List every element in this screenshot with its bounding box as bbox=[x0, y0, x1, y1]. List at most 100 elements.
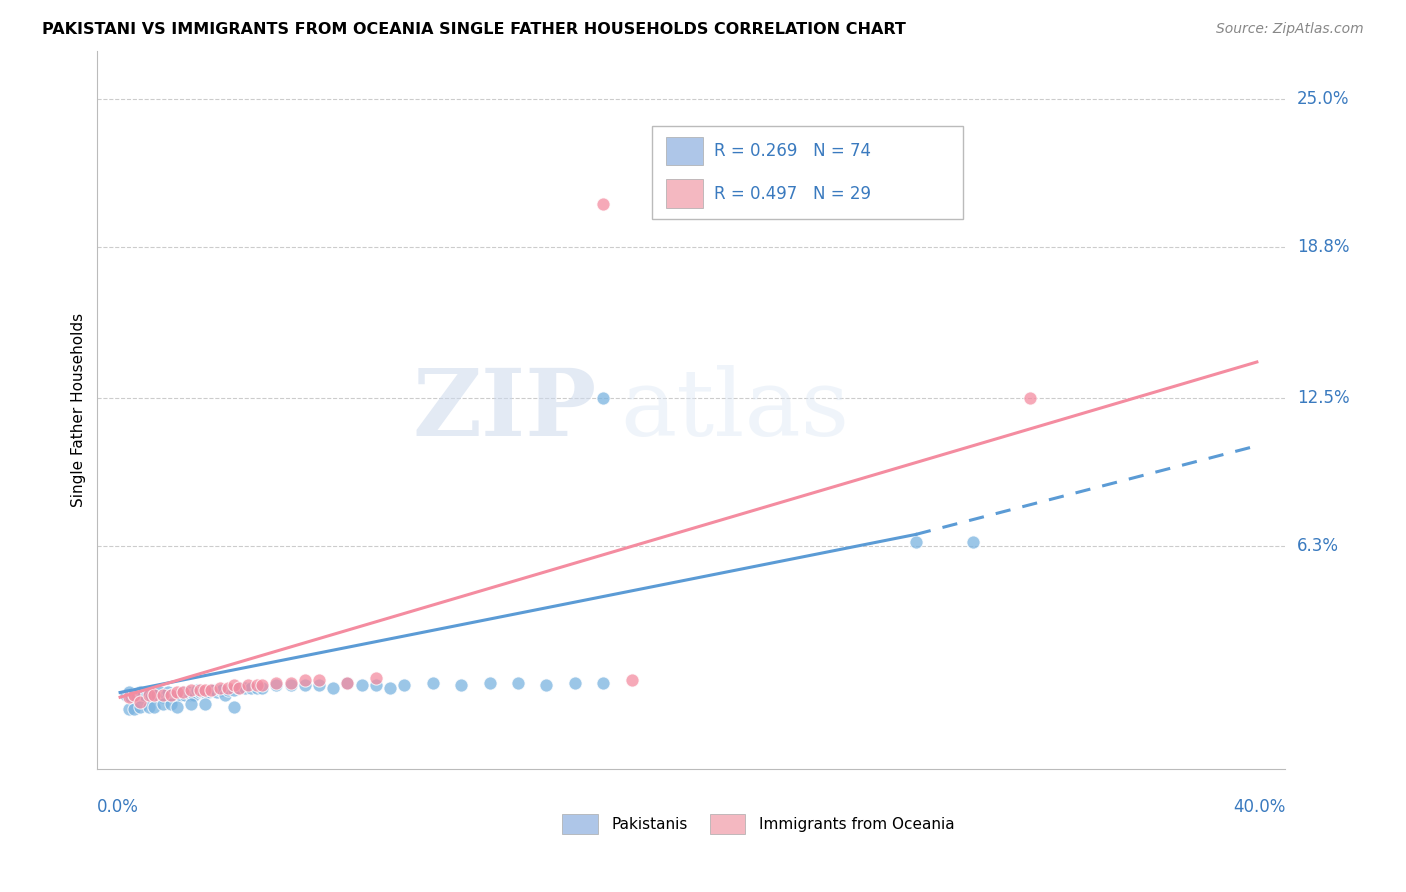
Point bbox=[336, 676, 359, 690]
Point bbox=[536, 678, 558, 692]
Point bbox=[180, 683, 202, 698]
Point bbox=[172, 685, 194, 699]
Text: 25.0%: 25.0% bbox=[1298, 89, 1350, 108]
Point bbox=[143, 699, 166, 714]
Point bbox=[146, 688, 169, 702]
Point bbox=[962, 534, 984, 549]
Point bbox=[149, 685, 172, 699]
Point bbox=[222, 699, 245, 714]
Point bbox=[294, 673, 316, 688]
Point bbox=[308, 678, 330, 692]
Point bbox=[236, 678, 259, 692]
Point bbox=[132, 688, 155, 702]
Point bbox=[592, 391, 614, 405]
Point bbox=[194, 683, 217, 698]
Point bbox=[217, 683, 239, 698]
Point bbox=[124, 688, 146, 702]
Point bbox=[228, 681, 250, 695]
Point bbox=[129, 695, 152, 709]
Point bbox=[364, 671, 387, 685]
Point bbox=[592, 197, 614, 211]
Point bbox=[180, 698, 202, 712]
Text: 6.3%: 6.3% bbox=[1298, 537, 1339, 556]
Point bbox=[197, 685, 219, 699]
Point bbox=[208, 681, 231, 695]
Point bbox=[394, 678, 416, 692]
Point bbox=[143, 688, 166, 702]
Point bbox=[194, 685, 217, 699]
Point bbox=[155, 688, 177, 702]
Point bbox=[160, 698, 183, 712]
Text: Source: ZipAtlas.com: Source: ZipAtlas.com bbox=[1216, 22, 1364, 37]
Point bbox=[250, 678, 273, 692]
Point bbox=[124, 702, 146, 716]
Point bbox=[245, 681, 267, 695]
Point bbox=[245, 678, 267, 692]
Point bbox=[266, 678, 288, 692]
Text: 18.8%: 18.8% bbox=[1298, 238, 1350, 256]
Point bbox=[188, 683, 211, 698]
Point bbox=[222, 678, 245, 692]
Point bbox=[200, 683, 222, 698]
Point bbox=[127, 690, 149, 705]
Point bbox=[280, 676, 302, 690]
Point bbox=[564, 676, 586, 690]
Point bbox=[138, 688, 160, 702]
Point bbox=[294, 678, 316, 692]
Point bbox=[138, 685, 160, 699]
Point bbox=[138, 699, 160, 714]
Y-axis label: Single Father Households: Single Father Households bbox=[72, 313, 86, 507]
Point bbox=[217, 681, 239, 695]
Point bbox=[114, 688, 136, 702]
Point bbox=[228, 681, 250, 695]
Point bbox=[143, 688, 166, 702]
Point bbox=[172, 685, 194, 699]
Point bbox=[129, 699, 152, 714]
Text: 40.0%: 40.0% bbox=[1233, 797, 1285, 816]
Text: R = 0.497   N = 29: R = 0.497 N = 29 bbox=[714, 185, 872, 202]
Point bbox=[141, 690, 163, 705]
Point bbox=[124, 688, 146, 702]
Point bbox=[322, 681, 344, 695]
Point bbox=[205, 685, 228, 699]
Text: Pakistanis: Pakistanis bbox=[612, 817, 688, 831]
Point bbox=[191, 685, 214, 699]
Point bbox=[183, 688, 205, 702]
Point bbox=[308, 673, 330, 688]
Point bbox=[620, 673, 643, 688]
Point bbox=[169, 688, 191, 702]
Point bbox=[186, 683, 208, 698]
Point bbox=[152, 690, 174, 705]
Point bbox=[1018, 391, 1040, 405]
Point bbox=[214, 688, 236, 702]
Point bbox=[478, 676, 501, 690]
Point bbox=[450, 678, 472, 692]
Point bbox=[157, 685, 180, 699]
Point bbox=[904, 534, 927, 549]
Point bbox=[152, 688, 174, 702]
Text: R = 0.269   N = 74: R = 0.269 N = 74 bbox=[714, 142, 872, 160]
Point bbox=[120, 690, 142, 705]
Point bbox=[160, 688, 183, 702]
Point bbox=[117, 690, 139, 705]
Point bbox=[592, 676, 614, 690]
Point bbox=[166, 699, 188, 714]
Point bbox=[422, 676, 444, 690]
Point bbox=[163, 690, 186, 705]
Point bbox=[135, 690, 157, 705]
Point bbox=[152, 698, 174, 712]
Point bbox=[364, 678, 387, 692]
Point bbox=[350, 678, 373, 692]
Point bbox=[250, 681, 273, 695]
Text: PAKISTANI VS IMMIGRANTS FROM OCEANIA SINGLE FATHER HOUSEHOLDS CORRELATION CHART: PAKISTANI VS IMMIGRANTS FROM OCEANIA SIN… bbox=[42, 22, 905, 37]
Text: 0.0%: 0.0% bbox=[97, 797, 139, 816]
Point bbox=[129, 685, 152, 699]
Point bbox=[160, 688, 183, 702]
Point bbox=[233, 681, 256, 695]
Point bbox=[336, 676, 359, 690]
Point bbox=[280, 678, 302, 692]
Point bbox=[177, 685, 200, 699]
Point bbox=[266, 676, 288, 690]
Point bbox=[180, 688, 202, 702]
Point bbox=[378, 681, 401, 695]
